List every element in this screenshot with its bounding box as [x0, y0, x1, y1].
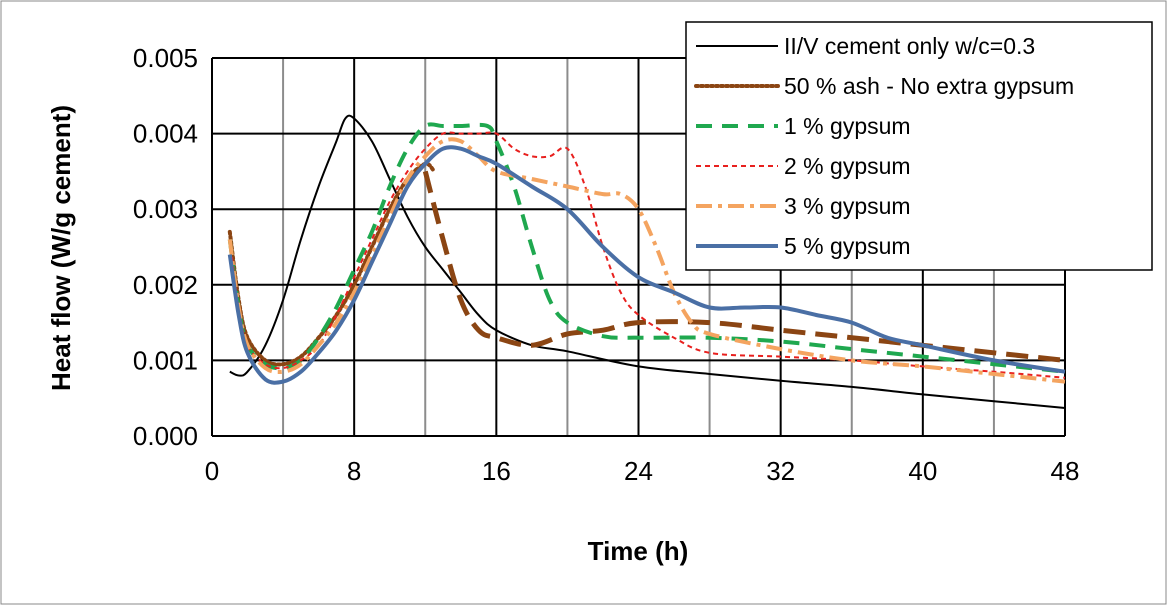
series-line-4: [228, 131, 1066, 379]
y-tick-label: 0.004: [133, 119, 198, 149]
legend-label: 3 % gypsum: [784, 193, 911, 219]
legend-label: 5 % gypsum: [784, 233, 911, 259]
legend: II/V cement only w/c=0.3 50 % ash - No ex…: [685, 21, 1153, 271]
legend-label: II/V cement only w/c=0.3: [784, 33, 1035, 59]
y-tick-label: 0.003: [133, 194, 198, 224]
y-tick-label: 0.001: [133, 345, 198, 375]
legend-label: 50 % ash - No extra gypsum: [784, 73, 1074, 99]
x-tick-label: 24: [624, 456, 653, 486]
y-tick-label: 0.002: [133, 270, 198, 300]
legend-box: [685, 21, 1153, 271]
legend-label: 1 % gypsum: [784, 113, 911, 139]
x-tick-label: 0: [205, 456, 219, 486]
x-tick-label: 8: [347, 456, 361, 486]
legend-label: 2 % gypsum: [784, 153, 911, 179]
x-axis-title: Time (h): [588, 536, 689, 566]
series-layer: [227, 114, 1066, 409]
x-tick-label: 32: [766, 456, 795, 486]
axis-layer: 0 8 16 24 32 40 48 0.000 0.001 0.002 0.003 0.004 0.0…: [133, 43, 1080, 486]
series-line-6: [227, 145, 1066, 385]
series-line-0: [229, 114, 1066, 409]
x-tick-label: 16: [482, 456, 511, 486]
x-tick-label: 40: [908, 456, 937, 486]
y-axis-title: Heat flow (W/g cement): [46, 105, 76, 391]
y-tick-label: 0.000: [133, 421, 198, 451]
x-tick-label: 48: [1051, 456, 1080, 486]
y-tick-label: 0.005: [133, 43, 198, 73]
